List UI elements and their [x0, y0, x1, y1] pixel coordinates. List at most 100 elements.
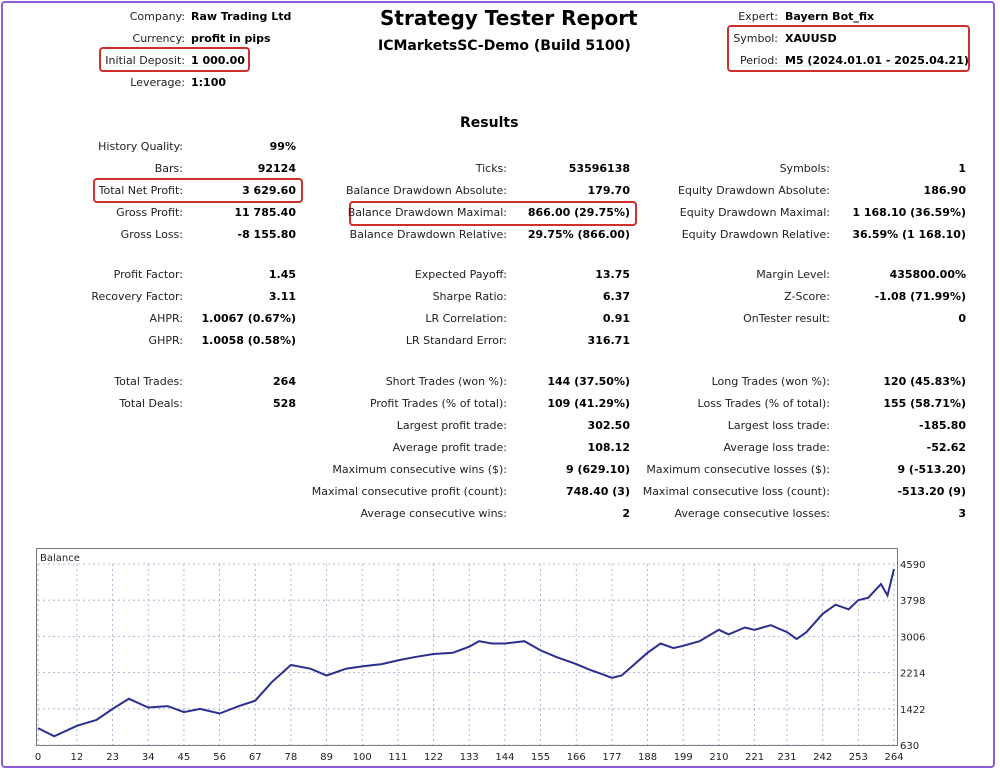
stat-value: 3.11 — [268, 290, 296, 303]
stat-value: -513.20 (9) — [897, 485, 966, 498]
x-tick-label: 242 — [813, 752, 832, 763]
x-tick-label: 12 — [71, 752, 84, 763]
stat-label: Total Net Profit: — [98, 184, 183, 197]
stat-label: Total Trades: — [114, 375, 183, 388]
currency-value: profit in pips — [191, 32, 271, 45]
y-tick-label: 3798 — [900, 596, 925, 607]
stat-value: 0.91 — [602, 312, 630, 325]
stat-label: Largest profit trade: — [396, 419, 507, 432]
x-tick-label: 231 — [777, 752, 796, 763]
initial-deposit-highlight — [99, 47, 250, 72]
stat-value: 2 — [622, 507, 630, 520]
currency-label: Currency: — [132, 32, 185, 45]
report-title: Strategy Tester Report — [380, 6, 638, 30]
stat-value: 99% — [269, 140, 296, 153]
stat-value: 264 — [273, 375, 296, 388]
x-tick-label: 133 — [460, 752, 479, 763]
stat-label: Gross Profit: — [116, 206, 183, 219]
stat-label: Ticks: — [475, 162, 507, 175]
x-tick-label: 210 — [709, 752, 728, 763]
x-tick-label: 253 — [849, 752, 868, 763]
stat-value: 0 — [958, 312, 966, 325]
stat-label: Average loss trade: — [723, 441, 830, 454]
stat-label: Symbols: — [779, 162, 830, 175]
stat-value: 748.40 (3) — [566, 485, 630, 498]
stat-value: 435800.00% — [889, 268, 966, 281]
x-tick-label: 155 — [531, 752, 550, 763]
stat-value: 120 (45.83%) — [883, 375, 966, 388]
stat-value: 36.59% (1 168.10) — [852, 228, 966, 241]
stat-value: 866.00 (29.75%) — [527, 206, 630, 219]
x-tick-label: 45 — [178, 752, 191, 763]
stat-label: Balance Drawdown Relative: — [349, 228, 507, 241]
stat-label: OnTester result: — [743, 312, 830, 325]
stat-label: Average consecutive losses: — [674, 507, 830, 520]
stat-label: Maximum consecutive wins ($): — [332, 463, 507, 476]
period-value: M5 (2024.01.01 - 2025.04.21) — [785, 54, 969, 67]
balance-drawdown-maximal-highlight — [349, 201, 637, 226]
leverage-label: Leverage: — [130, 76, 185, 89]
stat-label: Sharpe Ratio: — [432, 290, 507, 303]
stat-value: 316.71 — [587, 334, 630, 347]
initial-deposit-value: 1 000.00 — [191, 54, 245, 67]
stat-value: 6.37 — [602, 290, 630, 303]
stat-value: 179.70 — [587, 184, 630, 197]
y-tick-label: 4590 — [900, 560, 925, 571]
x-axis-ticks: 0 12 23 34 45 56 67 78 89 100 111 122 133 144 155 166 17… — [35, 752, 904, 763]
company-value: Raw Trading Ltd — [191, 10, 292, 23]
stat-value: 9 (629.10) — [566, 463, 630, 476]
symbol-label: Symbol: — [733, 32, 778, 45]
stat-label: GHPR: — [148, 334, 183, 347]
y-axis-ticks: 630 1422 2214 3006 3798 4590 — [900, 560, 925, 752]
balance-series-line — [37, 568, 895, 738]
stat-label: Profit Trades (% of total): — [369, 397, 507, 410]
expert-label: Expert: — [738, 10, 778, 23]
stat-value: 53596138 — [568, 162, 630, 175]
stat-value: -185.80 — [918, 419, 966, 432]
chart-grid — [37, 563, 895, 746]
stat-label: Profit Factor: — [113, 268, 183, 281]
x-tick-label: 122 — [424, 752, 443, 763]
x-tick-label: 111 — [388, 752, 407, 763]
stat-label: Equity Drawdown Maximal: — [679, 206, 830, 219]
stat-value: 1.0058 (0.58%) — [201, 334, 297, 347]
stat-value: 155 (58.71%) — [883, 397, 966, 410]
stat-label: Bars: — [154, 162, 183, 175]
y-tick-label: 3006 — [900, 632, 925, 643]
x-tick-label: 23 — [106, 752, 119, 763]
stat-label: Z-Score: — [784, 290, 830, 303]
symbol-value: XAUUSD — [785, 32, 837, 45]
stat-label: Total Deals: — [119, 397, 183, 410]
stat-label: Average consecutive wins: — [360, 507, 507, 520]
stat-value: 108.12 — [587, 441, 630, 454]
x-tick-label: 0 — [35, 752, 41, 763]
symbol-period-highlight — [727, 25, 970, 72]
stat-label: Balance Drawdown Absolute: — [345, 184, 507, 197]
stat-label: Loss Trades (% of total): — [697, 397, 830, 410]
stat-label: Recovery Factor: — [91, 290, 183, 303]
stat-label: History Quality: — [98, 140, 183, 153]
stat-value: 1 — [958, 162, 966, 175]
stat-value: 144 (37.50%) — [547, 375, 630, 388]
x-tick-label: 188 — [638, 752, 657, 763]
x-tick-label: 78 — [285, 752, 298, 763]
company-label: Company: — [129, 10, 185, 23]
x-tick-label: 199 — [674, 752, 693, 763]
stat-label: Long Trades (won %): — [711, 375, 830, 388]
stat-value: 1.0067 (0.67%) — [201, 312, 297, 325]
stat-value: -1.08 (71.99%) — [874, 290, 966, 303]
stat-value: 13.75 — [595, 268, 630, 281]
leverage-value: 1:100 — [191, 76, 227, 89]
x-tick-label: 89 — [320, 752, 333, 763]
stat-value: 1 168.10 (36.59%) — [852, 206, 966, 219]
stat-value: 302.50 — [587, 419, 630, 432]
stat-value: 11 785.40 — [234, 206, 296, 219]
stat-label: LR Standard Error: — [405, 334, 507, 347]
stat-value: 92124 — [257, 162, 296, 175]
stat-label: LR Correlation: — [425, 312, 507, 325]
y-tick-label: 630 — [900, 741, 919, 752]
stat-value: 528 — [273, 397, 296, 410]
stat-value: 3 629.60 — [242, 184, 296, 197]
